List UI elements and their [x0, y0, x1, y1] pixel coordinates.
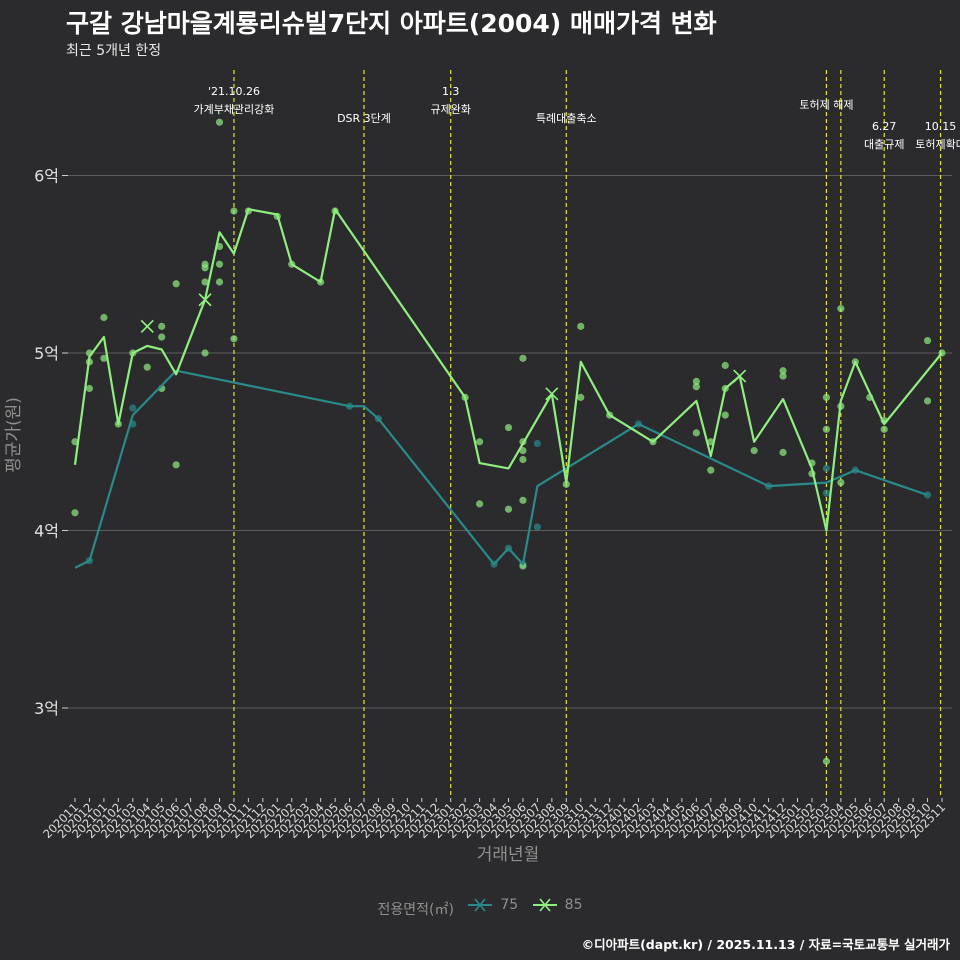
y-axis-label: 평균가(원) [4, 397, 24, 473]
series-85-point-35 [519, 354, 527, 362]
chart-subtitle: 최근 5개년 한정 [66, 43, 162, 59]
series-85-point-16 [201, 264, 209, 272]
series-85-point-31 [476, 438, 484, 446]
y-tick-label-3: 6억 [34, 167, 59, 186]
series-75-point-12 [822, 489, 831, 497]
series-85-point-61 [822, 425, 831, 433]
y-tick-label-0: 3억 [34, 699, 59, 718]
legend-item-85: 85 [531, 896, 583, 914]
legend-label-85: 85 [564, 897, 583, 913]
series-85-cross-marker-1 [198, 293, 212, 307]
series-85-point-69 [880, 425, 888, 433]
series-85-point-51 [721, 361, 729, 370]
series-85-point-9 [143, 363, 151, 371]
series-85-point-32 [476, 500, 484, 508]
gridlines [68, 175, 952, 709]
event-label-4-0: 토허제 해제 [799, 98, 853, 112]
series-75-point-15 [923, 491, 932, 499]
series-75-point-2 [129, 404, 137, 412]
legend-label-75: 75 [500, 897, 519, 913]
cross-stroke-b [733, 369, 747, 383]
event-label-0-1: 가계부채관리강화 [193, 103, 274, 116]
series-85-point-62 [822, 757, 831, 765]
event-label-7-0: 10.15 [925, 120, 957, 133]
series-85-point-6 [100, 354, 108, 362]
chart-title: 구갈 강남마을계룡리슈빌7단지 아파트(2004) 매매가격 변화 [66, 9, 717, 38]
series-85-line [73, 208, 943, 532]
series-85-point-65 [837, 478, 845, 487]
series-85-points [71, 118, 946, 765]
event-label-1-0: DSR 3단계 [337, 112, 391, 125]
series-85-cross-marker-2 [545, 387, 559, 401]
event-label-2-1: 규제완화 [430, 103, 470, 116]
event-label-6-0: 6.27 [872, 120, 897, 133]
series-85-point-23 [230, 207, 238, 215]
event-label-2-0: 1.3 [442, 85, 460, 98]
cross-stroke-b [198, 293, 212, 307]
y-tick-label-1: 4억 [34, 522, 59, 541]
series-75-line [74, 369, 928, 569]
series-85-cross-marker-0 [140, 319, 154, 333]
series-85-point-71 [923, 397, 932, 405]
series-85-point-37 [519, 447, 527, 455]
series-75-point-8 [533, 523, 542, 531]
series-85-point-43 [577, 393, 585, 401]
series-85-point-38 [519, 455, 527, 464]
x-axis-ticks: 2020112020122021012021022021032021042021… [40, 798, 948, 841]
series-85-point-33 [504, 423, 513, 432]
series-85-point-24 [230, 335, 238, 343]
event-label-6-1: 대출규제 [864, 138, 904, 151]
event-label-7-1: 토허제확대 [915, 138, 960, 151]
series-85-point-53 [721, 411, 729, 419]
series-85-point-34 [504, 505, 513, 513]
cross-stroke-b [545, 387, 559, 401]
series-85-point-3 [85, 384, 94, 393]
cross-stroke-b [140, 319, 154, 333]
event-label-3-0: 특례대출축소 [536, 112, 597, 125]
series-85-point-70 [923, 336, 932, 345]
series-85-point-56 [779, 372, 787, 380]
series-85-point-57 [779, 448, 787, 456]
series-85-point-63 [837, 305, 845, 313]
series-85-point-14 [172, 461, 180, 469]
cross-markers [140, 293, 747, 401]
series-85-point-55 [779, 367, 787, 375]
series-75-point-9 [533, 439, 542, 448]
series-85-point-48 [692, 429, 700, 437]
series-85-point-50 [707, 466, 715, 474]
series-85-point-46 [692, 377, 700, 385]
event-label-0-0: '21.10.26 [208, 85, 260, 98]
x-axis-label: 거래년월 [477, 845, 540, 865]
legend-key-75-icon [466, 896, 494, 914]
y-tick-label-2: 5억 [34, 344, 59, 363]
series-85-point-54 [750, 447, 758, 455]
series-85-point-13 [172, 280, 180, 288]
series-85-point-42 [577, 322, 585, 330]
series-85-point-22 [215, 278, 224, 286]
series-85-point-10 [158, 322, 166, 330]
series-85-point-18 [201, 349, 209, 357]
series-85-point-47 [692, 383, 700, 391]
series-85-point-41 [562, 480, 570, 488]
series-85-cross-marker-3 [733, 369, 747, 383]
series-85-point-19 [215, 118, 224, 126]
series-85-point-21 [215, 260, 224, 268]
series-85-point-5 [100, 313, 108, 322]
series-85-point-39 [519, 496, 527, 504]
source-caption: ©디아파트(dapt.kr) / 2025.11.13 / 자료=국토교통부 실… [581, 937, 950, 952]
series-85-point-1 [71, 509, 79, 517]
legend-title: 전용면적(㎡) [377, 902, 454, 918]
series-85-point-17 [201, 278, 209, 286]
legend: 전용면적(㎡) 75 85 [0, 896, 960, 919]
legend-item-75: 75 [466, 896, 518, 914]
series-85-point-11 [158, 333, 166, 341]
legend-key-85-icon [531, 896, 559, 914]
series-75-point-13 [822, 464, 831, 472]
series-85-point-60 [822, 393, 831, 401]
y-axis-ticks: 3억 4억 5억 6억 [34, 167, 68, 718]
series-85-point-40 [519, 562, 527, 570]
